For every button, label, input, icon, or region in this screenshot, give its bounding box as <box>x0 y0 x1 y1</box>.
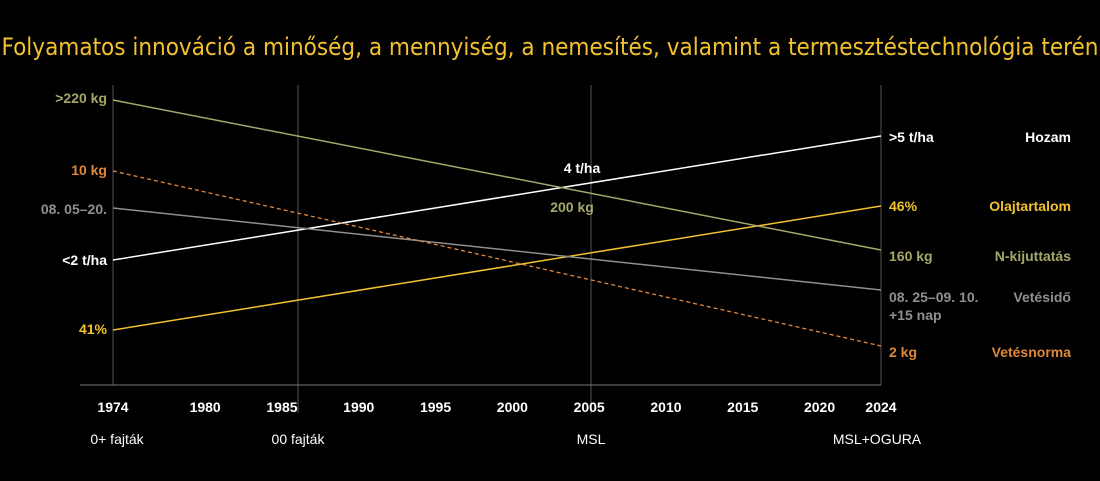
era-label-0: 0+ fajták <box>90 431 144 447</box>
x-tick-1985: 1985 <box>266 399 297 415</box>
chart-title: Folyamatos innováció a minőség, a mennyi… <box>2 33 1099 61</box>
series-1-start-label: 41% <box>79 321 108 337</box>
series-1-end-label: 46% <box>889 198 918 214</box>
series-0-end-label: >5 t/ha <box>889 129 934 145</box>
x-tick-1980: 1980 <box>190 399 221 415</box>
series-4-line <box>112 170 882 347</box>
series-2-line <box>112 99 882 251</box>
x-tick-2010: 2010 <box>650 399 681 415</box>
chart-labels: <2 t/ha >5 t/ha Hozam 4 t/ha 41% 46% Olajtarta… <box>41 90 1071 360</box>
x-tick-2020: 2020 <box>804 399 835 415</box>
series-3-start-label: 08. 05–20. <box>41 201 107 217</box>
era-label-1: 00 fajták <box>272 431 326 447</box>
series-2-end-label: 160 kg <box>889 248 933 264</box>
series-3-series-name: Vetésidő <box>1013 289 1071 305</box>
series-0-mid-label: 4 t/ha <box>564 160 601 176</box>
series-1-line <box>112 205 882 331</box>
series-0-line <box>112 135 882 261</box>
chart-series <box>112 99 882 347</box>
series-2-start-label: >220 kg <box>55 90 107 106</box>
series-4-start-label: 10 kg <box>71 162 107 178</box>
series-3-end-label: 08. 25–09. 10. <box>889 289 979 305</box>
series-1-series-name: Olajtartalom <box>989 198 1071 214</box>
chart-grid <box>80 85 882 413</box>
series-3-line <box>112 207 882 291</box>
series-2-series-name: N-kijuttatás <box>995 248 1071 264</box>
x-tick-2005: 2005 <box>574 399 605 415</box>
x-tick-1995: 1995 <box>420 399 451 415</box>
series-4-end-label: 2 kg <box>889 344 917 360</box>
x-axis: 1974 1980 1985 1990 1995 2000 2005 2010 2015 2020… <box>97 399 896 415</box>
series-3-end-label-2: +15 nap <box>889 307 942 323</box>
era-label-2: MSL <box>577 431 606 447</box>
series-0-series-name: Hozam <box>1025 129 1071 145</box>
series-4-series-name: Vetésnorma <box>992 344 1072 360</box>
series-2-mid-label: 200 kg <box>550 199 594 215</box>
x-tick-2000: 2000 <box>497 399 528 415</box>
series-0-start-label: <2 t/ha <box>62 252 107 268</box>
x-tick-1990: 1990 <box>343 399 374 415</box>
era-label-3: MSL+OGURA <box>833 431 922 447</box>
x-tick-1974: 1974 <box>97 399 128 415</box>
x-tick-2024: 2024 <box>865 399 896 415</box>
x-tick-2015: 2015 <box>727 399 758 415</box>
era-labels: 0+ fajták 00 fajták MSL MSL+OGURA <box>90 431 921 447</box>
